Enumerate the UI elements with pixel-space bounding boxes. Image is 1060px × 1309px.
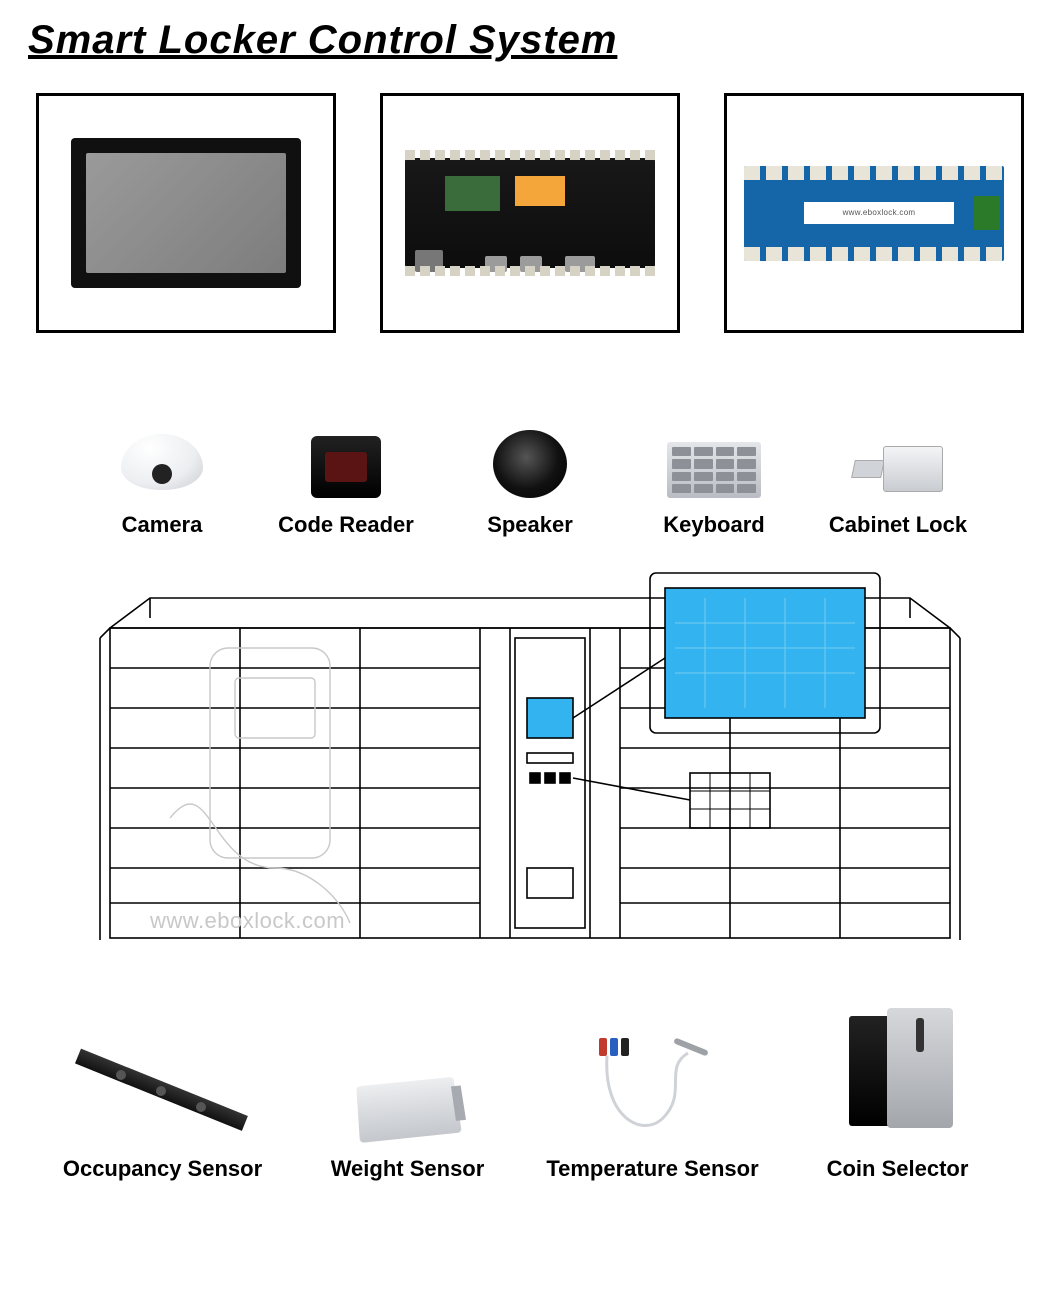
main-control-board-icon [405, 158, 655, 268]
temperature-sensor-icon [593, 1038, 713, 1138]
main-control-board-box [380, 93, 680, 333]
weight-sensor-component: Weight Sensor [293, 1080, 523, 1182]
camera-icon [120, 428, 204, 498]
coin-selector-component: Coin Selector [783, 1008, 1013, 1182]
coin-selector-label: Coin Selector [827, 1156, 969, 1182]
touchscreen-box [36, 93, 336, 333]
occupancy-sensor-label: Occupancy Sensor [63, 1156, 262, 1182]
code-reader-label: Code Reader [278, 512, 414, 538]
lock-control-board-icon: www.eboxlock.com [744, 166, 1004, 261]
cabinet-lock-component: Cabinet Lock [813, 446, 983, 538]
speaker-icon [493, 430, 567, 498]
cabinet-lock-label: Cabinet Lock [829, 512, 967, 538]
pcb-watermark: www.eboxlock.com [804, 202, 954, 224]
code-reader-icon [311, 436, 381, 498]
weight-sensor-icon [356, 1077, 462, 1143]
top-component-row: www.eboxlock.com [0, 63, 1060, 333]
speaker-label: Speaker [487, 512, 573, 538]
coin-selector-icon [843, 1008, 953, 1138]
occupancy-sensor-icon [78, 1048, 248, 1138]
peripheral-row-top: Camera Code Reader Speaker Keyboard Cabi… [0, 333, 1060, 538]
temperature-sensor-label: Temperature Sensor [546, 1156, 758, 1182]
peripheral-row-bottom: Occupancy Sensor Weight Sensor Temperatu… [0, 968, 1060, 1182]
camera-label: Camera [122, 512, 203, 538]
keyboard-label: Keyboard [663, 512, 764, 538]
touchscreen-icon [71, 138, 301, 288]
lock-control-board-box: www.eboxlock.com [724, 93, 1024, 333]
weight-sensor-label: Weight Sensor [331, 1156, 485, 1182]
keyboard-icon [667, 442, 761, 498]
occupancy-sensor-component: Occupancy Sensor [48, 1048, 278, 1182]
diagram-watermark: www.eboxlock.com [150, 908, 345, 934]
cabinet-lock-icon [853, 446, 943, 498]
keyboard-component: Keyboard [629, 442, 799, 538]
camera-component: Camera [77, 428, 247, 538]
code-reader-component: Code Reader [261, 436, 431, 538]
page-title: Smart Locker Control System [0, 0, 1060, 63]
temperature-sensor-component: Temperature Sensor [538, 1038, 768, 1182]
speaker-component: Speaker [445, 430, 615, 538]
locker-diagram: www.eboxlock.com [90, 568, 970, 968]
